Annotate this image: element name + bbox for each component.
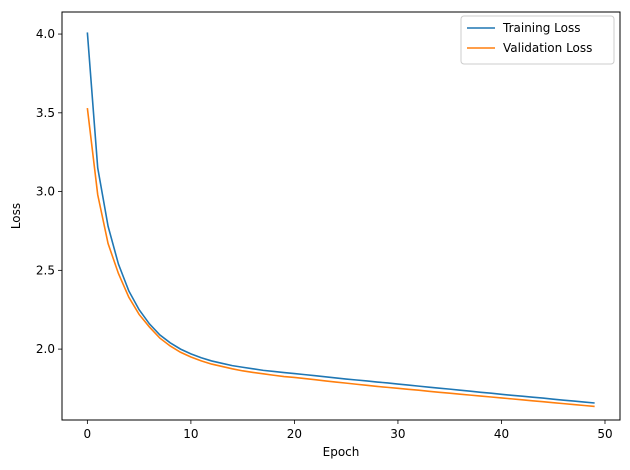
x-tick-label: 10 (183, 427, 198, 441)
series-line-training-loss (86, 32, 595, 404)
x-tick-label: 30 (390, 427, 405, 441)
legend: Training Loss Validation Loss (460, 15, 615, 65)
legend-label-validation-loss: Validation Loss (503, 41, 592, 55)
y-tick-label: 3.5 (36, 106, 55, 120)
y-axis-label: Loss (9, 203, 23, 229)
y-tick-label: 3.0 (36, 185, 55, 199)
y-tick-label: 4.0 (36, 27, 55, 41)
y-axis-ticks: 2.0 2.5 3.0 3.5 4.0 (36, 27, 62, 356)
x-tick-label: 40 (494, 427, 509, 441)
plot-area (86, 32, 595, 408)
x-tick-label: 20 (287, 427, 302, 441)
x-tick-label: 0 (84, 427, 92, 441)
y-tick-label: 2.0 (36, 342, 55, 356)
x-axis-label: Epoch (323, 445, 360, 459)
plot-frame (61, 11, 621, 421)
x-axis-ticks: 0 10 20 30 40 50 (84, 420, 613, 441)
series-line-validation-loss (86, 107, 595, 408)
legend-label-training-loss: Training Loss (502, 21, 580, 35)
y-tick-label: 2.5 (36, 263, 55, 277)
x-tick-label: 50 (597, 427, 612, 441)
legend-box (460, 15, 615, 65)
